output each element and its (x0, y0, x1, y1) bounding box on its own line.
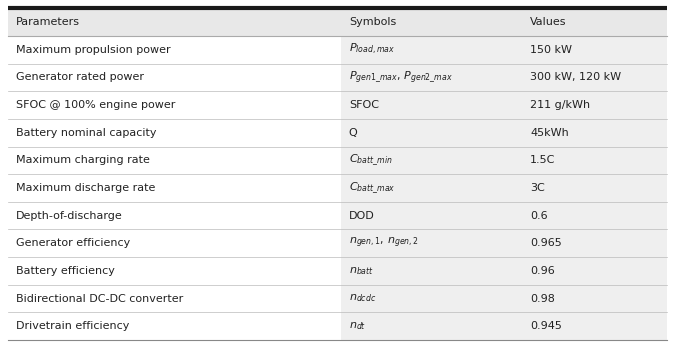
Bar (8, 119, 341, 147)
Bar (341, 36, 667, 64)
Bar (341, 147, 667, 174)
Bar (8, 8, 667, 36)
Text: Drivetrain efficiency: Drivetrain efficiency (16, 321, 130, 331)
Text: $n_{dt}$: $n_{dt}$ (349, 320, 366, 332)
Text: 3C: 3C (530, 183, 545, 193)
Text: 1.5C: 1.5C (530, 155, 556, 165)
Bar (8, 36, 341, 64)
Bar (341, 174, 667, 202)
Bar (341, 119, 667, 147)
Bar (8, 285, 341, 312)
Text: SFOC @ 100% engine power: SFOC @ 100% engine power (16, 100, 176, 110)
Text: Bidirectional DC-DC converter: Bidirectional DC-DC converter (16, 293, 183, 303)
Text: 0.945: 0.945 (530, 321, 562, 331)
Text: $n_{dcdc}$: $n_{dcdc}$ (349, 293, 376, 304)
Bar (8, 91, 341, 119)
Bar (341, 312, 667, 340)
Bar (341, 285, 667, 312)
Text: 45kWh: 45kWh (530, 128, 569, 138)
Bar (8, 257, 341, 285)
Bar (341, 202, 667, 229)
Bar (341, 257, 667, 285)
Text: Generator rated power: Generator rated power (16, 73, 144, 82)
Text: 0.965: 0.965 (530, 238, 562, 248)
Text: Maximum charging rate: Maximum charging rate (16, 155, 150, 165)
Text: $n_{batt}$: $n_{batt}$ (349, 265, 374, 277)
Text: DOD: DOD (349, 211, 375, 221)
Bar (8, 229, 341, 257)
Text: Battery efficiency: Battery efficiency (16, 266, 115, 276)
Bar (8, 174, 341, 202)
Text: Maximum propulsion power: Maximum propulsion power (16, 45, 171, 55)
Text: Depth-of-discharge: Depth-of-discharge (16, 211, 123, 221)
Text: 300 kW, 120 kW: 300 kW, 120 kW (530, 73, 621, 82)
Text: Maximum discharge rate: Maximum discharge rate (16, 183, 155, 193)
Text: Battery nominal capacity: Battery nominal capacity (16, 128, 157, 138)
Text: $n_{gen,1}$, $n_{gen,2}$: $n_{gen,1}$, $n_{gen,2}$ (349, 236, 418, 251)
Text: $C_{batt\_max}$: $C_{batt\_max}$ (349, 180, 396, 196)
Text: $C_{batt\_min}$: $C_{batt\_min}$ (349, 153, 392, 168)
Bar (8, 64, 341, 91)
Bar (8, 202, 341, 229)
Text: $P_{gen1\_max}$, $P_{gen2\_max}$: $P_{gen1\_max}$, $P_{gen2\_max}$ (349, 70, 453, 85)
Text: Q: Q (349, 128, 358, 138)
Text: Symbols: Symbols (349, 17, 396, 27)
Bar (341, 91, 667, 119)
Text: 150 kW: 150 kW (530, 45, 572, 55)
Bar (8, 147, 341, 174)
Bar (341, 64, 667, 91)
Text: Parameters: Parameters (16, 17, 80, 27)
Text: 0.98: 0.98 (530, 293, 555, 303)
Text: $P_{load,max}$: $P_{load,max}$ (349, 42, 395, 57)
Bar (341, 229, 667, 257)
Text: 0.96: 0.96 (530, 266, 555, 276)
Bar (8, 312, 341, 340)
Text: SFOC: SFOC (349, 100, 379, 110)
Text: 211 g/kWh: 211 g/kWh (530, 100, 590, 110)
Text: Values: Values (530, 17, 566, 27)
Text: Generator efficiency: Generator efficiency (16, 238, 130, 248)
Text: 0.6: 0.6 (530, 211, 547, 221)
